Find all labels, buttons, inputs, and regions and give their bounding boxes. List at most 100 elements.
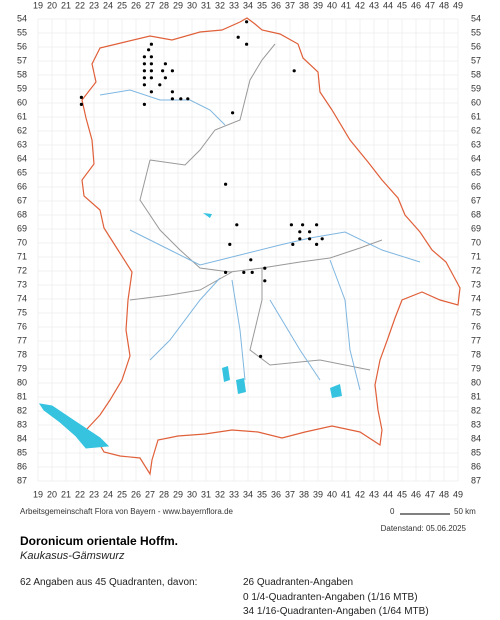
stat: 0 1/4-Quadranten-Angaben (1/16 MTB) [243,592,418,603]
col-label: 21 [61,0,71,10]
col-label: 42 [355,489,365,499]
summary: 62 Angaben aus 45 Quadranten, davon: [20,577,197,588]
col-label: 44 [383,0,393,10]
row-label: 70 [17,237,27,247]
species: Doronicum orientale Hoffm. [20,534,178,548]
col-label: 23 [89,0,99,10]
row-label: 54 [17,13,27,23]
col-label: 29 [173,0,183,10]
col-label: 44 [383,489,393,499]
row-label: 58 [17,69,27,79]
col-label: 43 [369,489,379,499]
col-label: 39 [313,0,323,10]
occurrence-dot [149,69,153,73]
col-label: 36 [271,489,281,499]
col-label: 22 [75,489,85,499]
row-label: 76 [471,321,481,331]
row-label: 66 [471,181,481,191]
occurrence-dot [149,42,153,46]
col-label: 33 [229,489,239,499]
occurrence-dot [170,90,174,94]
col-label: 47 [425,489,435,499]
occurrence-dot [301,223,305,227]
occurrence-dot [249,258,253,262]
stat: 34 1/16-Quadranten-Angaben (1/64 MTB) [243,606,429,617]
row-label: 57 [471,55,481,65]
row-label: 85 [17,447,27,457]
col-label: 28 [159,489,169,499]
stat: 26 Quadranten-Angaben [243,577,353,588]
occurrence-dot [298,237,302,241]
col-label: 27 [145,489,155,499]
col-label: 47 [425,0,435,10]
row-label: 71 [471,251,481,261]
occurrence-dot [235,223,239,227]
row-label: 73 [17,279,27,289]
occurrence-dot [142,102,146,106]
row-label: 55 [17,27,27,37]
col-label: 40 [327,0,337,10]
occurrence-dot [142,76,146,80]
occurrence-dot [179,97,183,101]
row-label: 86 [471,461,481,471]
row-label: 55 [471,27,481,37]
col-label: 37 [285,0,295,10]
occurrence-dot [147,48,151,52]
lake [203,213,342,398]
occurrence-dot [142,62,146,66]
row-label: 77 [471,335,481,345]
col-label: 49 [453,489,463,499]
row-label: 84 [17,433,27,443]
occurrence-dot [242,270,246,274]
row-label: 83 [471,419,481,429]
row-label: 58 [471,69,481,79]
row-label: 81 [17,391,27,401]
col-label: 39 [313,489,323,499]
row-label: 56 [471,41,481,51]
row-label: 77 [17,335,27,345]
row-label: 61 [471,111,481,121]
row-label: 69 [471,223,481,233]
occurrence-dot [149,55,153,59]
row-label: 61 [17,111,27,121]
row-label: 59 [17,83,27,93]
occurrence-dot [291,242,295,246]
occurrence-dot [142,83,146,87]
occurrence-dot [224,270,228,274]
occurrence-dot [320,237,324,241]
common-name: Kaukasus-Gämswurz [20,550,125,562]
occurrence-dot [163,76,167,80]
occurrence-dot [224,182,228,186]
occurrence-dot [186,97,190,101]
row-label: 59 [471,83,481,93]
row-label: 66 [17,181,27,191]
col-label: 20 [47,0,57,10]
col-label: 19 [33,489,43,499]
row-label: 64 [471,153,481,163]
row-label: 69 [17,223,27,233]
occurrence-dot [79,95,83,99]
row-label: 72 [17,265,27,275]
occurrence-dot [149,90,153,94]
row-label: 67 [471,195,481,205]
row-label: 80 [471,377,481,387]
occurrence-dot [158,83,162,87]
col-label: 26 [131,0,141,10]
occurrence-dot [250,270,254,274]
col-label: 31 [201,489,211,499]
rivers [99,89,421,391]
occurrence-dot [292,69,296,73]
row-label: 87 [471,475,481,485]
row-label: 64 [17,153,27,163]
row-label: 78 [471,349,481,359]
occurrence-dot [298,230,302,234]
row-label: 54 [471,13,481,23]
col-label: 24 [103,489,113,499]
row-label: 57 [17,55,27,65]
col-label: 32 [215,0,225,10]
col-label: 21 [61,489,71,499]
col-label: 24 [103,0,113,10]
row-label: 63 [17,139,27,149]
occurrence-dot [308,237,312,241]
row-label: 82 [471,405,481,415]
